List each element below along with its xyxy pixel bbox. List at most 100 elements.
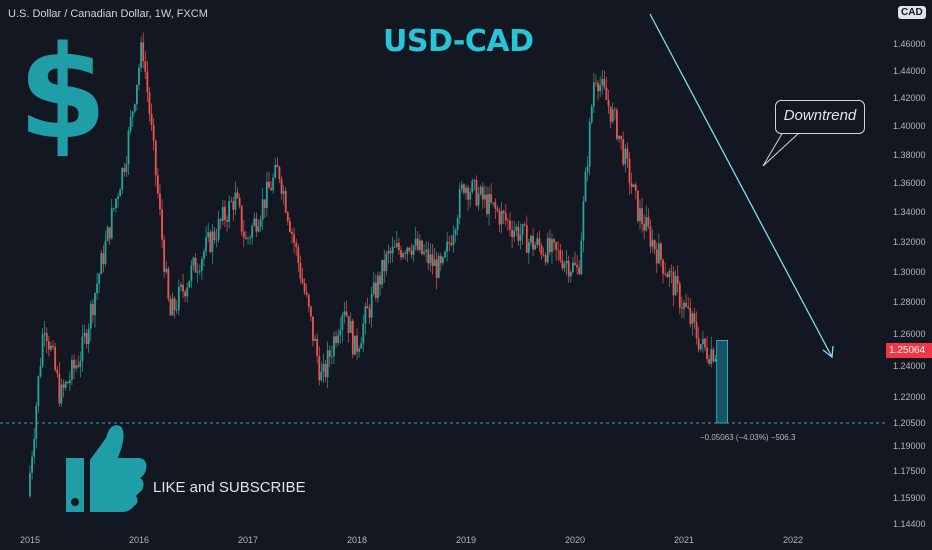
candle-body (496, 208, 499, 211)
y-tick-label: 1.28000 (893, 297, 926, 307)
candle-body (530, 235, 532, 243)
candle-body (94, 293, 96, 315)
candle-body (131, 111, 134, 117)
candle-body (494, 202, 497, 209)
candle-body (276, 164, 279, 168)
x-tick-label: 2017 (238, 535, 258, 545)
candle-body (400, 250, 402, 258)
candle-body (465, 187, 467, 193)
candle-body (112, 208, 115, 209)
candle-body (77, 365, 80, 367)
candle-body (693, 313, 696, 323)
candle-body (192, 257, 195, 266)
candle-body (89, 303, 92, 329)
candle-body (52, 345, 54, 348)
candle-body (54, 347, 57, 370)
candle-body (542, 254, 545, 256)
candle-body (442, 257, 444, 264)
candle-body (584, 172, 587, 202)
candle-body (249, 237, 251, 239)
candle-body (643, 223, 646, 231)
candle-body (618, 135, 620, 139)
candle-body (576, 265, 578, 268)
candle-body (253, 218, 256, 226)
candle-body (47, 341, 50, 350)
candle-body (138, 67, 140, 85)
candle-body (437, 255, 440, 278)
candle-body (668, 271, 671, 278)
candle-body (559, 250, 562, 261)
candle-body (73, 359, 75, 369)
candle-body (383, 259, 386, 272)
candle-body (544, 255, 547, 263)
candle-body (345, 311, 348, 317)
candle-body (479, 186, 482, 194)
candle-body (536, 238, 539, 246)
candle-body (358, 348, 360, 352)
candle-body (354, 335, 356, 355)
candle-body (339, 330, 342, 336)
candle-body (630, 183, 633, 188)
candle-body (572, 262, 574, 272)
candle-body (628, 158, 631, 184)
candle-body (708, 359, 711, 364)
candle-body (666, 274, 669, 278)
candle-body (356, 335, 358, 352)
candle-body (60, 384, 63, 404)
candle-body (502, 211, 505, 214)
y-tick-label: 1.24000 (893, 361, 926, 371)
candle-body (408, 247, 411, 251)
candle-body (534, 245, 537, 250)
candle-body (39, 366, 42, 377)
currency-badge[interactable]: CAD (898, 6, 926, 19)
candle-body (483, 194, 486, 200)
candle-body (418, 240, 421, 250)
candle-body (173, 298, 176, 311)
candle-body (590, 106, 593, 123)
y-tick-label: 1.30000 (893, 267, 926, 277)
candle-body (136, 84, 138, 105)
candle-body (704, 338, 706, 348)
candle-body (194, 257, 197, 273)
candle-body (519, 234, 522, 241)
candle-body (307, 294, 310, 307)
candle-body (142, 42, 145, 62)
y-tick-label: 1.22000 (893, 392, 926, 402)
candle-body (205, 237, 207, 252)
candle-body (395, 242, 398, 248)
candle-body (291, 231, 293, 234)
candle-body (110, 208, 113, 239)
candle-body (609, 106, 612, 122)
candle-body (364, 306, 367, 324)
downtrend-callout: Downtrend (775, 100, 865, 134)
candle-body (523, 224, 526, 225)
candle-body (215, 239, 218, 241)
candle-body (486, 194, 488, 215)
candle-body (366, 306, 369, 309)
candle-body (255, 218, 258, 232)
candle-body (421, 240, 423, 254)
downtrend-arrowhead (822, 345, 834, 359)
candle-body (664, 273, 667, 275)
candle-body (188, 280, 191, 288)
candle-body (699, 344, 702, 350)
candle-body (710, 349, 713, 364)
candle-body (605, 87, 608, 100)
candle-body (372, 282, 375, 294)
candle-body (532, 235, 534, 250)
x-tick-label: 2019 (456, 535, 476, 545)
candle-body (475, 180, 478, 206)
candle-body (377, 275, 379, 299)
candle-body (265, 181, 268, 208)
candle-body (45, 333, 48, 342)
candle-body (687, 306, 690, 308)
candle-body (301, 278, 304, 284)
candle-body (481, 186, 484, 200)
candle-body (488, 194, 490, 215)
candle-body (104, 241, 107, 265)
candle-body (234, 192, 237, 210)
candle-body (586, 166, 589, 173)
candle-body (247, 238, 249, 239)
candle-body (595, 82, 597, 84)
